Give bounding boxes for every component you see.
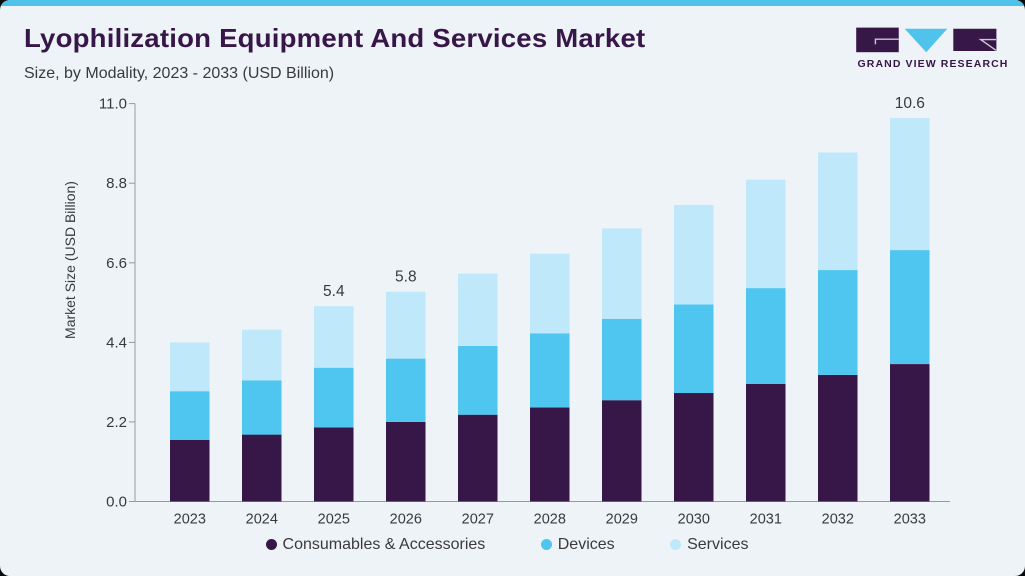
svg-text:2029: 2029 [606,512,638,528]
svg-text:10.6: 10.6 [895,95,925,112]
svg-text:4.4: 4.4 [106,334,127,351]
svg-text:2023: 2023 [174,512,206,528]
svg-text:0.0: 0.0 [106,494,127,511]
svg-text:2.2: 2.2 [106,414,127,431]
svg-text:2033: 2033 [894,512,926,528]
svg-text:5.8: 5.8 [395,269,417,286]
svg-text:11.0: 11.0 [99,96,127,113]
svg-text:2025: 2025 [318,512,350,528]
svg-text:2027: 2027 [462,512,494,528]
svg-text:2028: 2028 [534,512,566,528]
svg-text:2030: 2030 [678,512,710,528]
svg-text:8.8: 8.8 [106,175,127,192]
svg-text:2032: 2032 [822,512,854,528]
svg-text:2031: 2031 [750,512,782,528]
svg-text:2024: 2024 [246,512,278,528]
svg-text:6.6: 6.6 [106,255,127,272]
svg-text:5.4: 5.4 [323,283,345,300]
svg-text:2026: 2026 [390,512,422,528]
